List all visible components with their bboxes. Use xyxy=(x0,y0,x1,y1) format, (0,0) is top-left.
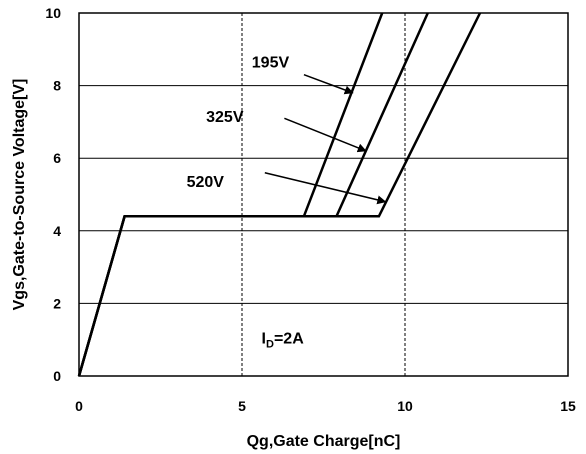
y-axis-title: Vgs,Gate-to-Source Voltage[V] xyxy=(11,79,28,311)
series-group xyxy=(77,12,482,377)
condition-suffix: =2A xyxy=(274,330,304,347)
annotations: 195V 325V 520V xyxy=(187,54,387,205)
annotation-arrow xyxy=(284,117,367,153)
tick-labels: 0 5 10 15 0 2 4 6 8 10 xyxy=(45,5,576,414)
y-tick-label: 8 xyxy=(53,78,61,94)
series-label: 195V xyxy=(252,54,290,71)
y-tick-label: 10 xyxy=(45,5,61,21)
condition-base: I xyxy=(262,330,266,347)
x-tick-label: 0 xyxy=(75,398,83,414)
annotation-arrow xyxy=(264,171,387,205)
x-tick-label: 5 xyxy=(238,398,246,414)
series-label: 325V xyxy=(206,109,244,126)
annotation-arrow xyxy=(303,74,354,95)
y-tick-label: 4 xyxy=(53,223,61,239)
condition-label: ID=2A xyxy=(262,330,305,350)
x-axis-title: Qg,Gate Charge[nC] xyxy=(247,433,401,450)
x-tick-label: 10 xyxy=(397,398,413,414)
grid xyxy=(79,13,568,376)
condition-subscript: D xyxy=(266,338,274,350)
series-line-195v xyxy=(77,12,384,377)
plot-frame xyxy=(78,12,569,377)
y-tick-label: 0 xyxy=(53,368,61,384)
y-tick-label: 2 xyxy=(53,295,61,311)
x-tick-label: 15 xyxy=(560,398,576,414)
y-tick-label: 6 xyxy=(53,150,61,166)
series-line-520v xyxy=(77,12,482,377)
series-label: 520V xyxy=(187,174,225,191)
